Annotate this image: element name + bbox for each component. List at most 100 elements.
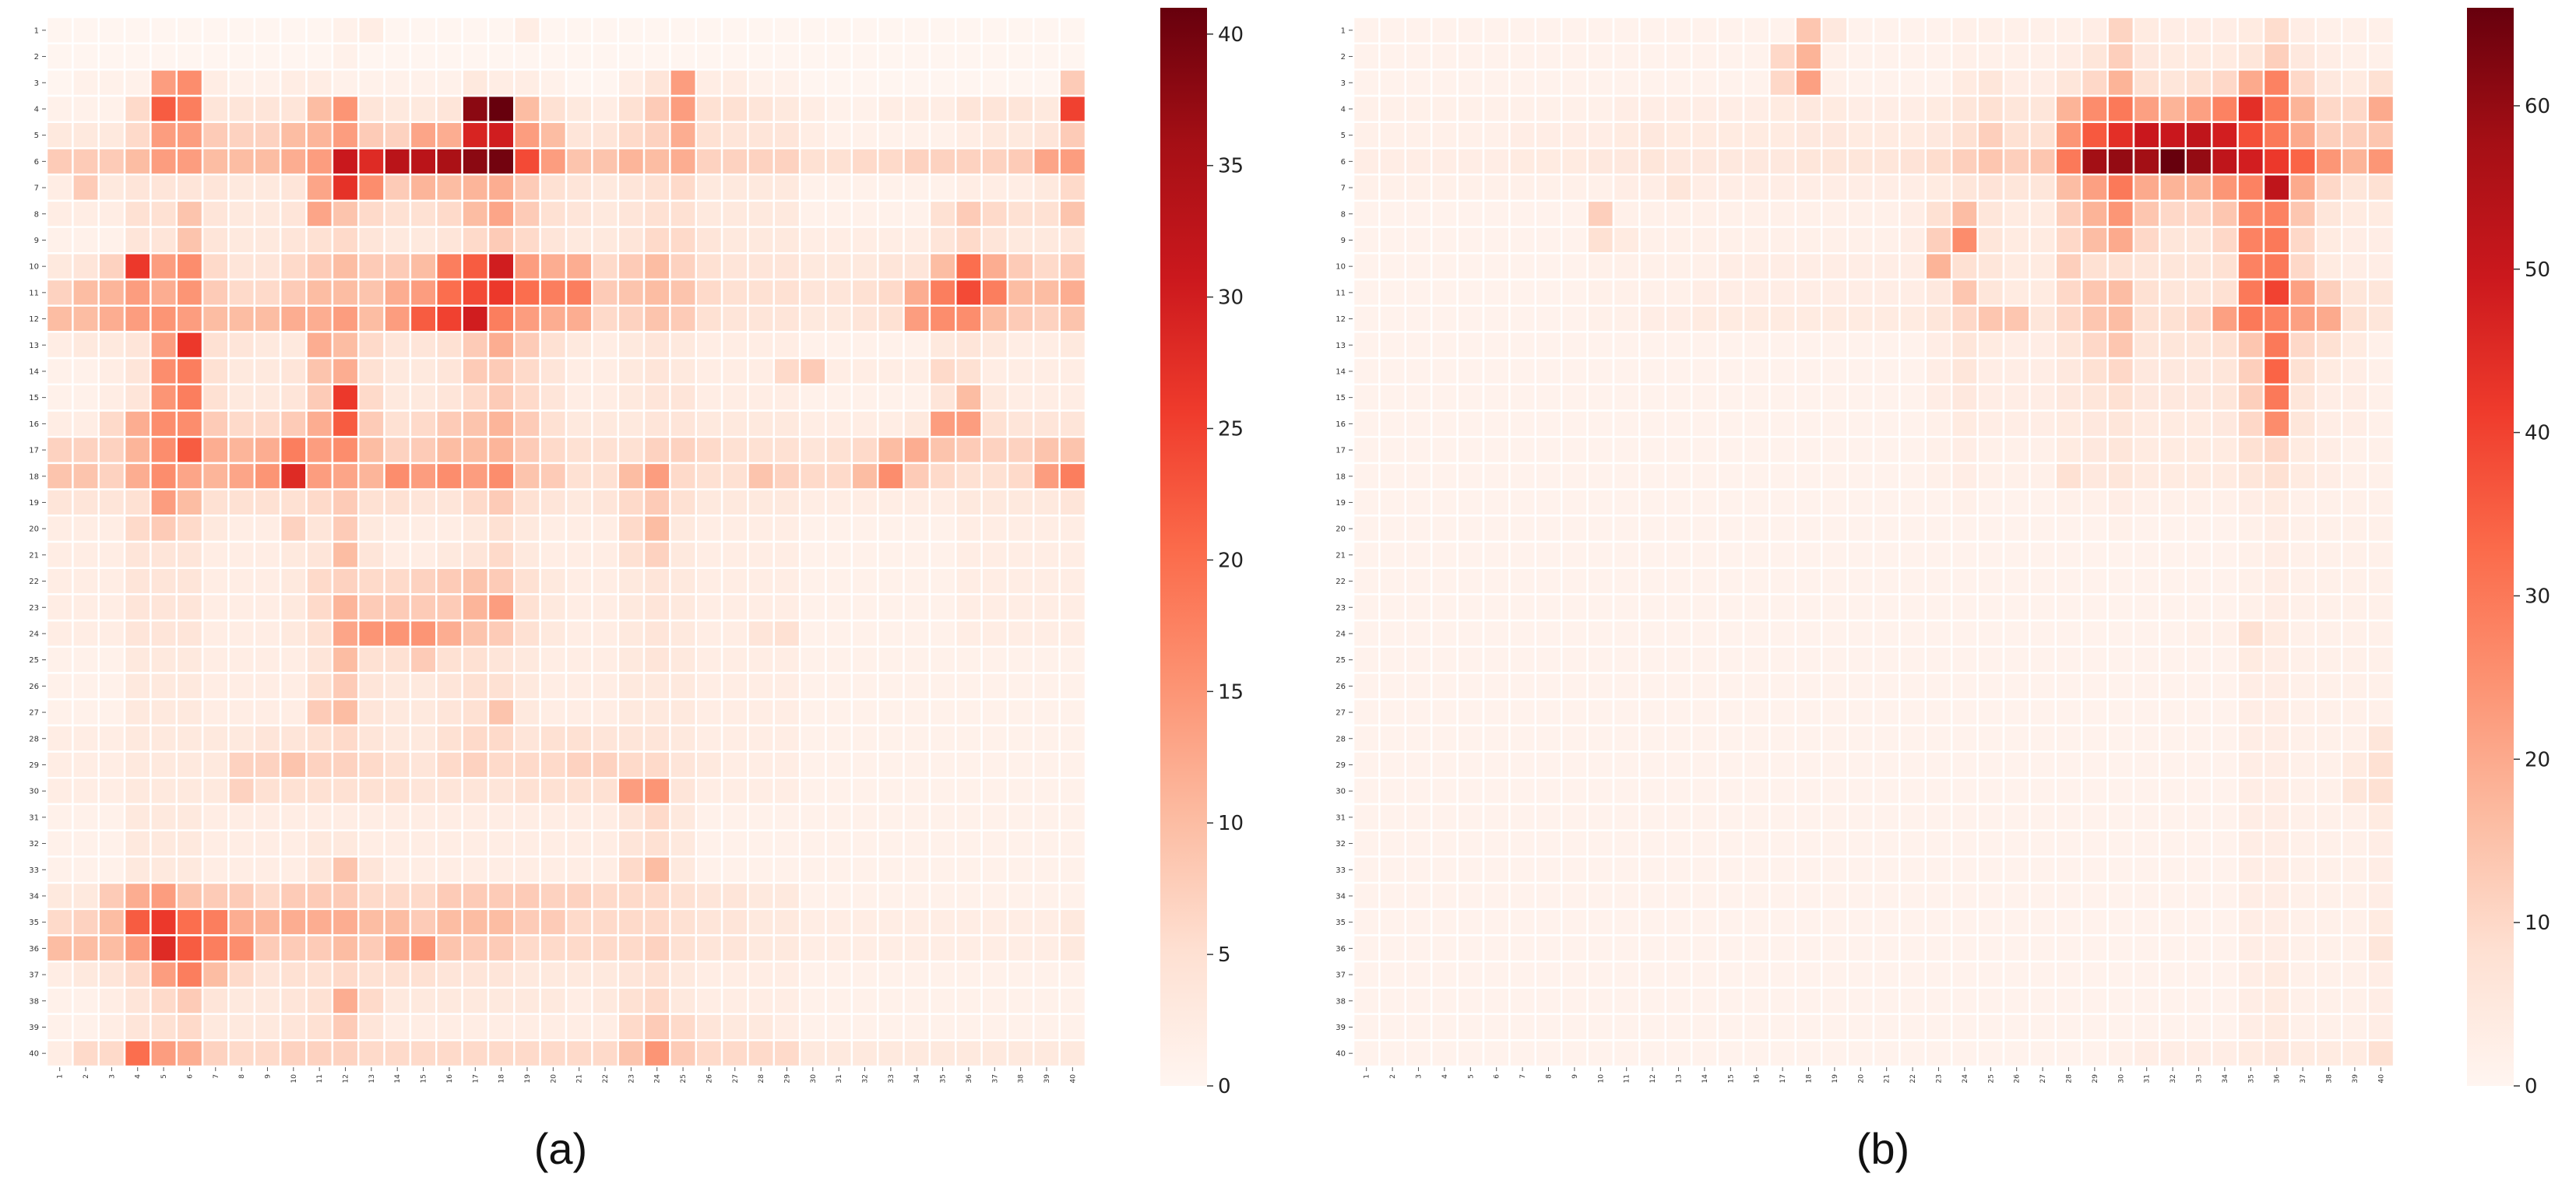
heatmap-cell — [928, 42, 957, 71]
heatmap-cell — [383, 881, 412, 911]
heatmap-cell — [357, 173, 385, 202]
heatmap-cell — [2029, 1039, 2057, 1068]
heatmap-cell — [1560, 567, 1589, 596]
heatmap-cell — [1404, 619, 1433, 648]
heatmap-cell — [45, 540, 74, 569]
heatmap-cell — [1690, 829, 1719, 858]
heatmap-cell — [617, 357, 646, 386]
heatmap-cell — [695, 199, 723, 228]
heatmap-cell — [1058, 278, 1087, 307]
heatmap-cell — [2159, 16, 2187, 44]
heatmap-cell — [150, 593, 178, 622]
heatmap-cell — [2210, 278, 2239, 307]
heatmap-cell — [1820, 304, 1849, 333]
heatmap-cell — [980, 567, 1009, 596]
heatmap-cell — [487, 593, 516, 622]
heatmap-cell — [1690, 488, 1719, 517]
y-tick-label: 8 — [34, 210, 39, 219]
heatmap-cell — [409, 226, 438, 255]
heatmap-cell — [2236, 986, 2265, 1015]
heatmap-cell — [1006, 750, 1035, 779]
heatmap-cell — [1872, 645, 1901, 674]
heatmap-cell — [617, 567, 646, 596]
heatmap-cell — [97, 540, 126, 569]
heatmap-cell — [1820, 934, 1849, 963]
heatmap-cell — [903, 409, 931, 438]
y-tick-label: 9 — [34, 237, 39, 245]
heatmap-cell — [279, 829, 308, 858]
heatmap-cell — [695, 986, 723, 1015]
heatmap-cell — [1534, 252, 1563, 281]
heatmap-cell — [539, 16, 568, 44]
heatmap-cell — [305, 69, 334, 97]
heatmap-cell — [2054, 593, 2083, 622]
heatmap-cell — [876, 331, 905, 360]
heatmap-cell — [2210, 960, 2239, 989]
heatmap-cell — [279, 16, 308, 44]
heatmap-cell — [1690, 934, 1719, 963]
heatmap-cell — [1482, 147, 1511, 176]
heatmap-cell — [2106, 593, 2135, 622]
heatmap-cell — [825, 986, 853, 1015]
heatmap-cell — [1664, 934, 1693, 963]
heatmap-cell — [1430, 750, 1459, 779]
heatmap-cell — [669, 750, 698, 779]
heatmap-cell — [2029, 672, 2057, 701]
heatmap-cell — [1716, 540, 1745, 569]
heatmap-cell — [253, 934, 282, 963]
heatmap-cell — [876, 42, 905, 71]
heatmap-cell — [1560, 252, 1589, 281]
heatmap-cell — [1352, 435, 1381, 465]
heatmap-cell — [2132, 803, 2161, 831]
heatmap-cell — [2289, 252, 2317, 281]
heatmap-cell — [1638, 672, 1667, 701]
heatmap-cell — [2367, 357, 2395, 386]
heatmap-cell — [2106, 619, 2135, 648]
heatmap-cell — [720, 252, 749, 281]
x-tick-label: 9 — [1571, 1074, 1579, 1079]
y-tick-label: 2 — [34, 53, 39, 61]
heatmap-cell — [150, 69, 178, 97]
heatmap-cell — [2236, 540, 2265, 569]
heatmap-cell — [2002, 619, 2031, 648]
heatmap-cell — [123, 777, 152, 806]
heatmap-cell — [1404, 777, 1433, 806]
heatmap-cell — [1742, 331, 1771, 360]
heatmap-cell — [980, 1039, 1009, 1068]
heatmap-cell — [1378, 226, 1407, 255]
heatmap-cell — [2132, 881, 2161, 911]
heatmap-cell — [539, 540, 568, 569]
heatmap-cell — [383, 331, 412, 360]
heatmap-cell — [2029, 304, 2057, 333]
heatmap-cell — [1716, 383, 1745, 412]
heatmap-cell — [1560, 515, 1589, 543]
heatmap-cell — [1716, 226, 1745, 255]
heatmap-cell — [565, 304, 593, 333]
heatmap-cell — [72, 803, 100, 831]
heatmap-cell — [227, 462, 256, 490]
heatmap-cell — [1006, 462, 1035, 490]
heatmap-cell — [825, 829, 853, 858]
heatmap-cell — [539, 829, 568, 858]
heatmap-cell — [2132, 593, 2161, 622]
heatmap-cell — [150, 960, 178, 989]
heatmap-cell — [253, 803, 282, 831]
heatmap-cell — [928, 567, 957, 596]
heatmap-cell — [1690, 42, 1719, 71]
heatmap-cell — [305, 593, 334, 622]
heatmap-cell — [331, 94, 360, 124]
heatmap-cell — [1742, 619, 1771, 648]
heatmap-cell — [1033, 540, 1061, 569]
heatmap-cell — [1058, 777, 1087, 806]
heatmap-cell — [279, 173, 308, 202]
y-tick-label: 37 — [1336, 971, 1346, 980]
heatmap-cell — [2236, 42, 2265, 71]
heatmap-cell — [2132, 540, 2161, 569]
heatmap-cell — [1690, 645, 1719, 674]
heatmap-cell — [695, 383, 723, 412]
heatmap-cell — [772, 881, 801, 911]
heatmap-cell — [279, 435, 308, 465]
heatmap-cell — [1560, 750, 1589, 779]
heatmap-cell — [2029, 697, 2057, 727]
heatmap-cell — [72, 199, 100, 228]
